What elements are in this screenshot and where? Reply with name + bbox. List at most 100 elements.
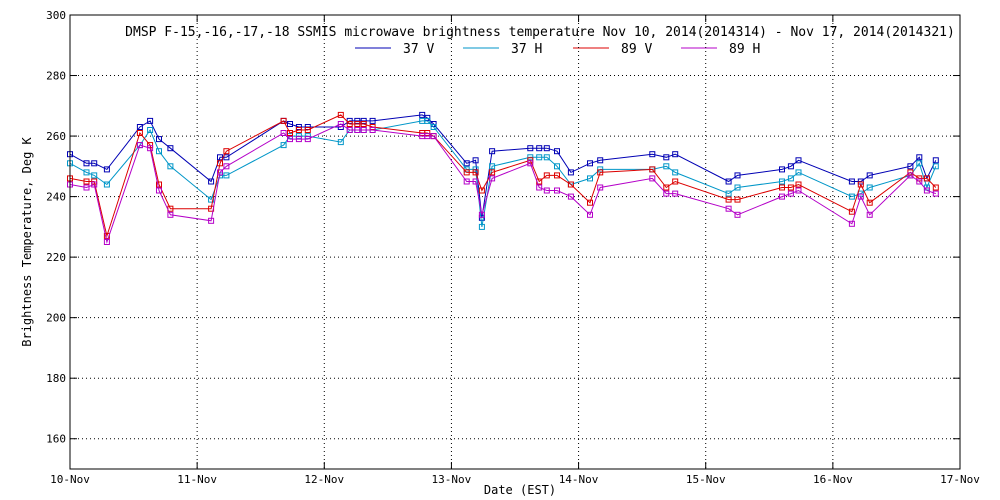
data-point: [424, 130, 431, 136]
data-point: [848, 208, 855, 215]
data-point: [91, 160, 98, 167]
legend-item: 37 V: [355, 42, 434, 57]
data-point: [554, 187, 560, 194]
y-tick-label: 160: [46, 433, 66, 446]
data-point: [916, 178, 923, 185]
data-point: [295, 136, 302, 143]
data-point: [463, 169, 470, 176]
data-point: [360, 127, 367, 133]
data-point: [543, 187, 550, 194]
data-point: [136, 130, 143, 136]
y-tick-label: 240: [46, 191, 66, 204]
data-point: [360, 121, 367, 127]
data-point: [83, 178, 90, 185]
data-point: [472, 157, 479, 164]
legend: 37 V 37 H 89 V 89 H: [355, 42, 760, 57]
data-point: [866, 199, 873, 206]
data-point: [360, 117, 367, 124]
y-axis-title: Brightness Temperature, Deg K: [20, 136, 34, 346]
data-point: [223, 163, 230, 170]
data-point: [369, 127, 376, 133]
data-point: [536, 145, 543, 152]
data-point: [337, 121, 344, 127]
plot-frame: [69, 14, 961, 470]
x-tick-label: 15-Nov: [686, 473, 726, 486]
x-tick-label: 16-Nov: [813, 473, 853, 486]
data-point: [857, 181, 864, 188]
chart-title: DMSP F-15,-16,-17,-18 SSMIS microwave br…: [125, 25, 955, 40]
data-point: [489, 148, 496, 155]
data-point: [734, 211, 741, 218]
legend-label: 89 H: [729, 42, 760, 57]
y-tick-label: 280: [46, 70, 66, 83]
data-point: [663, 154, 670, 161]
data-point: [83, 169, 90, 176]
data-point: [478, 211, 485, 218]
data-point: [567, 181, 574, 188]
series-line: [69, 114, 937, 218]
data-point: [866, 211, 873, 218]
data-point: [424, 133, 431, 140]
y-axis: 160 180 200 220 240 260 280 300: [46, 9, 960, 446]
data-point: [536, 154, 543, 161]
data-point: [167, 211, 174, 218]
data-point: [91, 172, 98, 179]
data-point: [734, 184, 741, 191]
data-point: [147, 117, 154, 124]
data-point: [597, 157, 604, 164]
data-point: [147, 127, 154, 133]
y-tick-label: 300: [46, 9, 66, 22]
data-point: [354, 117, 361, 124]
data-point: [857, 193, 864, 200]
data-point: [346, 127, 353, 133]
data-point: [554, 163, 560, 170]
data-point: [156, 187, 162, 194]
data-point: [337, 111, 344, 118]
data-point: [848, 193, 855, 200]
data-point: [208, 178, 215, 185]
x-axis: 10-Nov 11-Nov 12-Nov 13-Nov 14-Nov 15-Nov 16-N…: [50, 15, 980, 486]
data-point: [725, 196, 732, 203]
data-point: [779, 178, 785, 185]
data-point: [587, 175, 593, 182]
data-point: [430, 124, 437, 130]
data-point: [354, 127, 361, 133]
data-point: [83, 160, 90, 167]
data-point: [543, 145, 550, 152]
data-point: [866, 172, 873, 179]
series-line: [69, 123, 936, 244]
data-point: [587, 211, 593, 218]
data-point: [287, 136, 293, 143]
data-point: [672, 178, 679, 185]
data-point: [167, 163, 174, 170]
data-point: [923, 187, 930, 194]
data-point: [567, 169, 574, 176]
data-point: [91, 181, 98, 188]
data-point: [597, 184, 604, 191]
series-89-v: [67, 111, 939, 239]
data-point: [489, 163, 496, 170]
data-point: [156, 136, 162, 143]
data-point: [167, 145, 174, 152]
data-point: [527, 145, 534, 152]
data-point: [463, 178, 470, 185]
data-point: [103, 181, 110, 188]
data-point: [527, 160, 534, 167]
data-point: [304, 136, 311, 143]
data-point: [543, 172, 550, 179]
data-point: [217, 169, 223, 176]
data-point: [223, 148, 230, 155]
data-point: [795, 157, 802, 164]
data-point: [354, 121, 361, 127]
data-point: [779, 184, 785, 191]
data-point: [649, 166, 656, 173]
data-point: [543, 154, 550, 161]
legend-item: 89 H: [681, 42, 760, 57]
data-point: [156, 148, 162, 155]
data-point: [280, 117, 287, 124]
data-point: [208, 217, 215, 224]
data-point: [587, 199, 593, 206]
data-point: [346, 121, 353, 127]
data-point: [663, 163, 670, 170]
y-tick-label: 200: [46, 312, 66, 325]
